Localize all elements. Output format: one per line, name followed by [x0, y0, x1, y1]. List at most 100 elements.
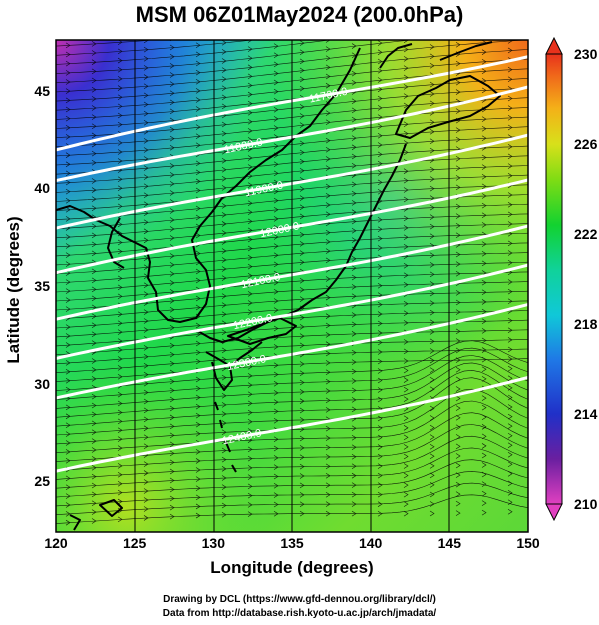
wind-arrow	[247, 336, 253, 343]
wind-arrow	[65, 502, 71, 508]
wind-arrow	[403, 177, 409, 184]
wind-arrow	[377, 453, 383, 460]
wind-arrow	[299, 186, 305, 192]
wind-arrow	[377, 311, 383, 317]
wind-arrow	[247, 46, 253, 52]
wind-arrow	[507, 240, 513, 247]
wind-arrow	[117, 158, 123, 164]
wind-arrow	[195, 349, 201, 356]
wind-arrow	[273, 179, 279, 186]
wind-arrow	[299, 76, 305, 83]
wind-arrow	[481, 424, 487, 430]
wind-arrow	[429, 166, 435, 173]
wind-arrow	[403, 168, 409, 174]
wind-arrow	[65, 475, 71, 482]
wind-arrow	[377, 434, 383, 441]
wind-arrow	[169, 172, 175, 178]
wind-arrow	[247, 236, 253, 243]
wind-arrow	[143, 461, 149, 467]
wind-arrow	[65, 125, 71, 131]
wind-arrow	[91, 277, 97, 284]
wind-arrow	[299, 167, 305, 174]
wind-arrow	[273, 70, 279, 77]
wind-arrow	[143, 138, 149, 144]
wind-arrow	[65, 449, 71, 455]
wind-arrow	[117, 293, 123, 300]
wind-arrow	[507, 298, 513, 305]
wind-arrow	[403, 377, 409, 383]
wind-arrow	[195, 106, 201, 112]
wind-arrow	[117, 121, 123, 128]
wind-arrow	[91, 77, 97, 84]
wind-arrow	[91, 86, 97, 93]
wind-arrow	[169, 90, 175, 96]
wind-arrow	[508, 10, 512, 15]
wind-arrow	[65, 306, 71, 312]
wind-arrow	[195, 494, 201, 501]
wind-arrow	[247, 173, 253, 179]
wind-arrow	[143, 110, 149, 117]
wind-arrow	[429, 252, 435, 259]
wind-arrow	[455, 462, 461, 469]
wind-arrow	[117, 338, 123, 344]
wind-arrow	[299, 58, 305, 65]
colorbar-tick-label: 218	[574, 316, 598, 332]
wind-arrow	[403, 415, 409, 422]
wind-arrow	[403, 102, 409, 109]
wind-arrow	[221, 167, 227, 173]
wind-arrow	[481, 164, 487, 170]
wind-arrow	[65, 234, 71, 240]
wind-arrow	[65, 88, 71, 94]
wind-arrow	[351, 181, 357, 188]
wind-arrow	[507, 288, 513, 295]
colorbar-tick-label: 214	[574, 406, 598, 422]
wind-arrow	[429, 357, 435, 364]
wind-arrow	[325, 407, 331, 413]
wind-arrow	[169, 144, 175, 151]
wind-arrow	[195, 51, 201, 58]
wind-arrow	[455, 453, 461, 459]
wind-arrow	[377, 491, 383, 498]
wind-arrow	[143, 201, 149, 208]
wind-arrow	[481, 241, 487, 247]
wind-arrow	[481, 279, 487, 286]
wind-arrow	[65, 134, 71, 140]
wind-arrow	[299, 40, 305, 46]
wind-arrow	[377, 292, 383, 298]
wind-arrow	[299, 435, 305, 442]
wind-arrow	[247, 146, 253, 152]
wind-arrow	[351, 406, 357, 413]
wind-arrow	[481, 116, 487, 122]
wind-arrow	[195, 476, 201, 482]
x-tick-label: 130	[201, 535, 226, 551]
wind-arrow	[429, 262, 435, 268]
wind-arrow	[429, 138, 435, 144]
wind-arrow	[169, 360, 175, 367]
wind-arrow	[65, 422, 71, 428]
y-axis-label: Latitude (degrees)	[4, 216, 23, 364]
wind-arrow	[507, 153, 513, 160]
wind-arrow	[273, 125, 279, 131]
wind-arrow	[117, 76, 123, 82]
wind-arrow	[351, 321, 357, 328]
wind-arrow	[273, 483, 279, 489]
wind-arrow	[377, 68, 383, 74]
wind-arrow	[247, 64, 253, 71]
wind-arrow	[351, 434, 357, 441]
wind-arrow	[65, 493, 71, 499]
wind-arrow	[481, 260, 487, 267]
wind-arrow	[195, 250, 201, 257]
x-tick-label: 135	[280, 535, 304, 551]
wind-arrow	[481, 481, 487, 487]
wind-arrow	[273, 408, 279, 415]
wind-arrow	[143, 470, 149, 476]
wind-arrow	[91, 304, 97, 311]
wind-arrow	[91, 114, 97, 120]
wind-arrow	[91, 196, 97, 202]
coastlines	[56, 41, 501, 531]
wind-arrow	[247, 492, 253, 499]
x-tick-label: 140	[358, 535, 383, 551]
wind-arrow	[247, 465, 253, 471]
wind-arrow	[273, 170, 279, 177]
wind-arrow	[221, 139, 227, 146]
